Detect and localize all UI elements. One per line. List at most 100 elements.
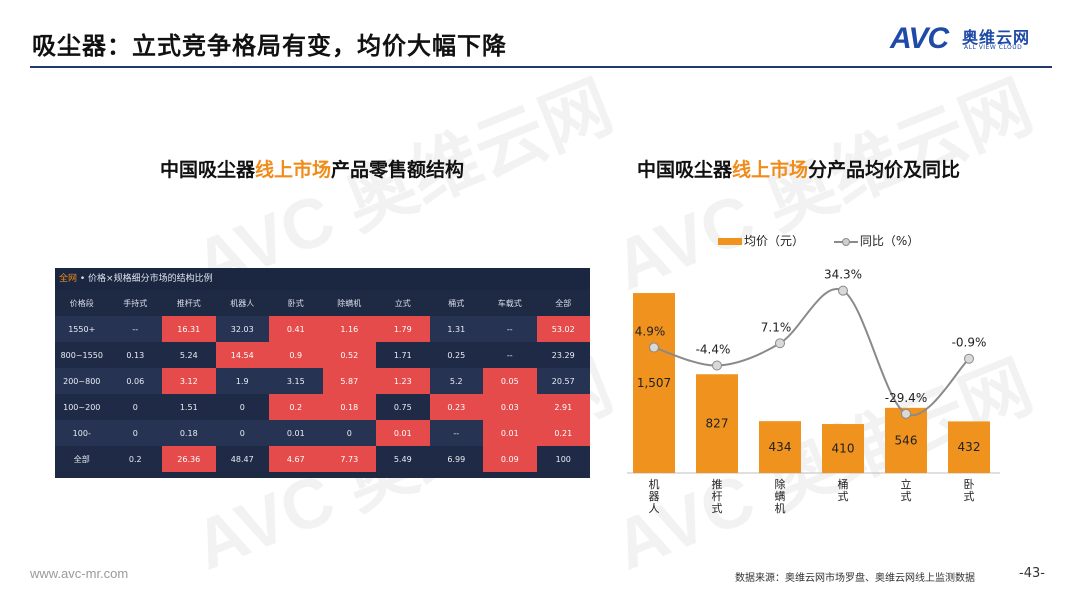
table-cell: 0 [108, 420, 162, 446]
yoy-point [775, 338, 785, 349]
category-tick-label: 推 [712, 477, 723, 491]
yoy-point [649, 342, 659, 353]
table-cell: 16.31 [162, 316, 216, 342]
table-cell: 5.49 [376, 446, 430, 472]
table-row: 100~200 0 1.51 0 0.2 0.18 0.75 0.23 0.03 2.91 [55, 394, 590, 420]
footer-source: 数据来源：奥维云网市场罗盘、奥维云网线上监测数据 [735, 573, 975, 584]
row-header-cell: 200~800 [55, 368, 109, 394]
category-tick-label: 式 [901, 490, 912, 503]
table-row: 1550+ -- 16.31 32.03 0.41 1.16 1.79 1.31 -- 53.02 [55, 316, 590, 342]
yoy-value-label: -29.4% [885, 391, 927, 405]
yoy-value-label: 4.9% [635, 325, 666, 339]
column-header: 价格段 [55, 290, 109, 316]
row-header-cell: 800~1550 [55, 342, 109, 368]
column-header: 卧式 [269, 290, 323, 316]
bar-value-label: 1,507 [637, 376, 671, 390]
column-header: 全部 [536, 290, 590, 316]
table-cell: 5.87 [322, 368, 376, 394]
table-cell: 0.03 [483, 394, 537, 420]
table-header-row: 价格段 手持式 推杆式 机器人 卧式 除螨机 立式 桶式 车载式 全部 [55, 290, 590, 316]
table-cell: 7.73 [322, 446, 376, 472]
category-tick-label: 式 [838, 490, 849, 503]
table-cell: 1.71 [376, 342, 430, 368]
table-cell: 48.47 [215, 446, 269, 472]
table-cell: 0.9 [269, 342, 323, 368]
bar-value-label: 546 [895, 433, 918, 447]
row-header-cell: 100~200 [55, 394, 109, 420]
price-bar [696, 374, 738, 473]
yoy-point [901, 408, 911, 419]
table-cell: 0 [215, 420, 269, 446]
table-cell: 23.29 [536, 342, 590, 368]
price-bar [633, 293, 675, 473]
yoy-value-label: 34.3% [824, 268, 862, 282]
yoy-point [964, 353, 974, 364]
table-cell: 0 [108, 394, 162, 420]
category-tick-label: 式 [712, 502, 723, 515]
yoy-value-label: -4.4% [696, 343, 731, 357]
bar-value-label: 827 [706, 417, 729, 431]
table-cell: 0.25 [429, 342, 483, 368]
column-header: 桶式 [429, 290, 483, 316]
table-cell: 0.2 [108, 446, 162, 472]
column-header: 手持式 [108, 290, 162, 316]
category-tick-label: 杆 [712, 489, 723, 503]
logo-cn-name: 奥维云网 [962, 28, 1031, 47]
matrix-table: 价格段 手持式 推杆式 机器人 卧式 除螨机 立式 桶式 车载式 全部 1550+ -- 16.31 32… [55, 290, 590, 472]
table-cell: 26.36 [162, 446, 216, 472]
table-row: 200~800 0.06 3.12 1.9 3.15 5.87 1.23 5.2 0.05 20.… [55, 368, 590, 394]
page-number: -43- [1019, 566, 1045, 581]
bar-value-label: 432 [958, 440, 981, 454]
table-row: 800~1550 0.13 5.24 14.54 0.9 0.52 1.71 0.25 -- 23… [55, 342, 590, 368]
table-cell: -- [429, 420, 483, 446]
table-cell: 1.9 [215, 368, 269, 394]
table-cell: -- [108, 316, 162, 342]
column-header: 推杆式 [162, 290, 216, 316]
table-cell: 0.01 [483, 420, 537, 446]
left-section-title: 中国吸尘器线上市场产品零售额结构 [160, 159, 465, 181]
header-divider [30, 66, 1052, 68]
table-cell: 0.09 [483, 446, 537, 472]
table-cell: 5.24 [162, 342, 216, 368]
table-cell: 0.18 [162, 420, 216, 446]
category-tick-label: 机 [649, 477, 660, 491]
category-tick-label: 螨 [775, 490, 786, 503]
category-tick-label: 桶 [838, 477, 849, 491]
category-tick-label: 人 [649, 502, 660, 515]
table-cell: 0.01 [269, 420, 323, 446]
row-header-cell: 100- [55, 420, 109, 446]
table-cell: 0.41 [269, 316, 323, 342]
table-cell: 4.67 [269, 446, 323, 472]
price-bar [948, 421, 990, 473]
category-tick-label: 除 [775, 477, 786, 491]
table-cell: 0.52 [322, 342, 376, 368]
table-cell: 2.91 [536, 394, 590, 420]
price-yoy-chart: 1,507机器人827推杆式434除螨机410桶式546立式432卧式4.9%-… [627, 268, 1000, 515]
column-header: 车载式 [483, 290, 537, 316]
legend-label-yoy: 同比（%） [859, 234, 920, 248]
table-cell: -- [483, 316, 537, 342]
table-cell: 6.99 [429, 446, 483, 472]
table-cell: 1.79 [376, 316, 430, 342]
legend-label-price: 均价（元） [744, 234, 805, 248]
category-tick-label: 卧 [964, 478, 975, 491]
structure-table: 全网 • 价格×规格细分市场的结构比例 价格段 手持式 推杆式 机器人 卧式 除螨机 立式桶… [55, 268, 590, 478]
table-cell: 1.23 [376, 368, 430, 394]
table-cell: 5.2 [429, 368, 483, 394]
table-row: 100- 0 0.18 0 0.01 0 0.01 -- 0.01 0.21 [55, 420, 590, 446]
legend-bar-swatch [718, 238, 742, 245]
logo-mark: AVC [890, 22, 949, 55]
category-tick-label: 机 [775, 501, 786, 515]
table-cell: 0.2 [269, 394, 323, 420]
table-cell: 3.12 [162, 368, 216, 394]
row-header-cell: 1550+ [55, 316, 109, 342]
table-cell: 1.31 [429, 316, 483, 342]
table-cell: -- [483, 342, 537, 368]
yoy-value-label: 7.1% [761, 320, 792, 334]
column-header: 立式 [376, 290, 430, 316]
table-cell: 53.02 [536, 316, 590, 342]
table-cell: 1.51 [162, 394, 216, 420]
category-tick-label: 立 [901, 477, 912, 491]
table-cell: 0 [322, 420, 376, 446]
table-cell: 3.15 [269, 368, 323, 394]
